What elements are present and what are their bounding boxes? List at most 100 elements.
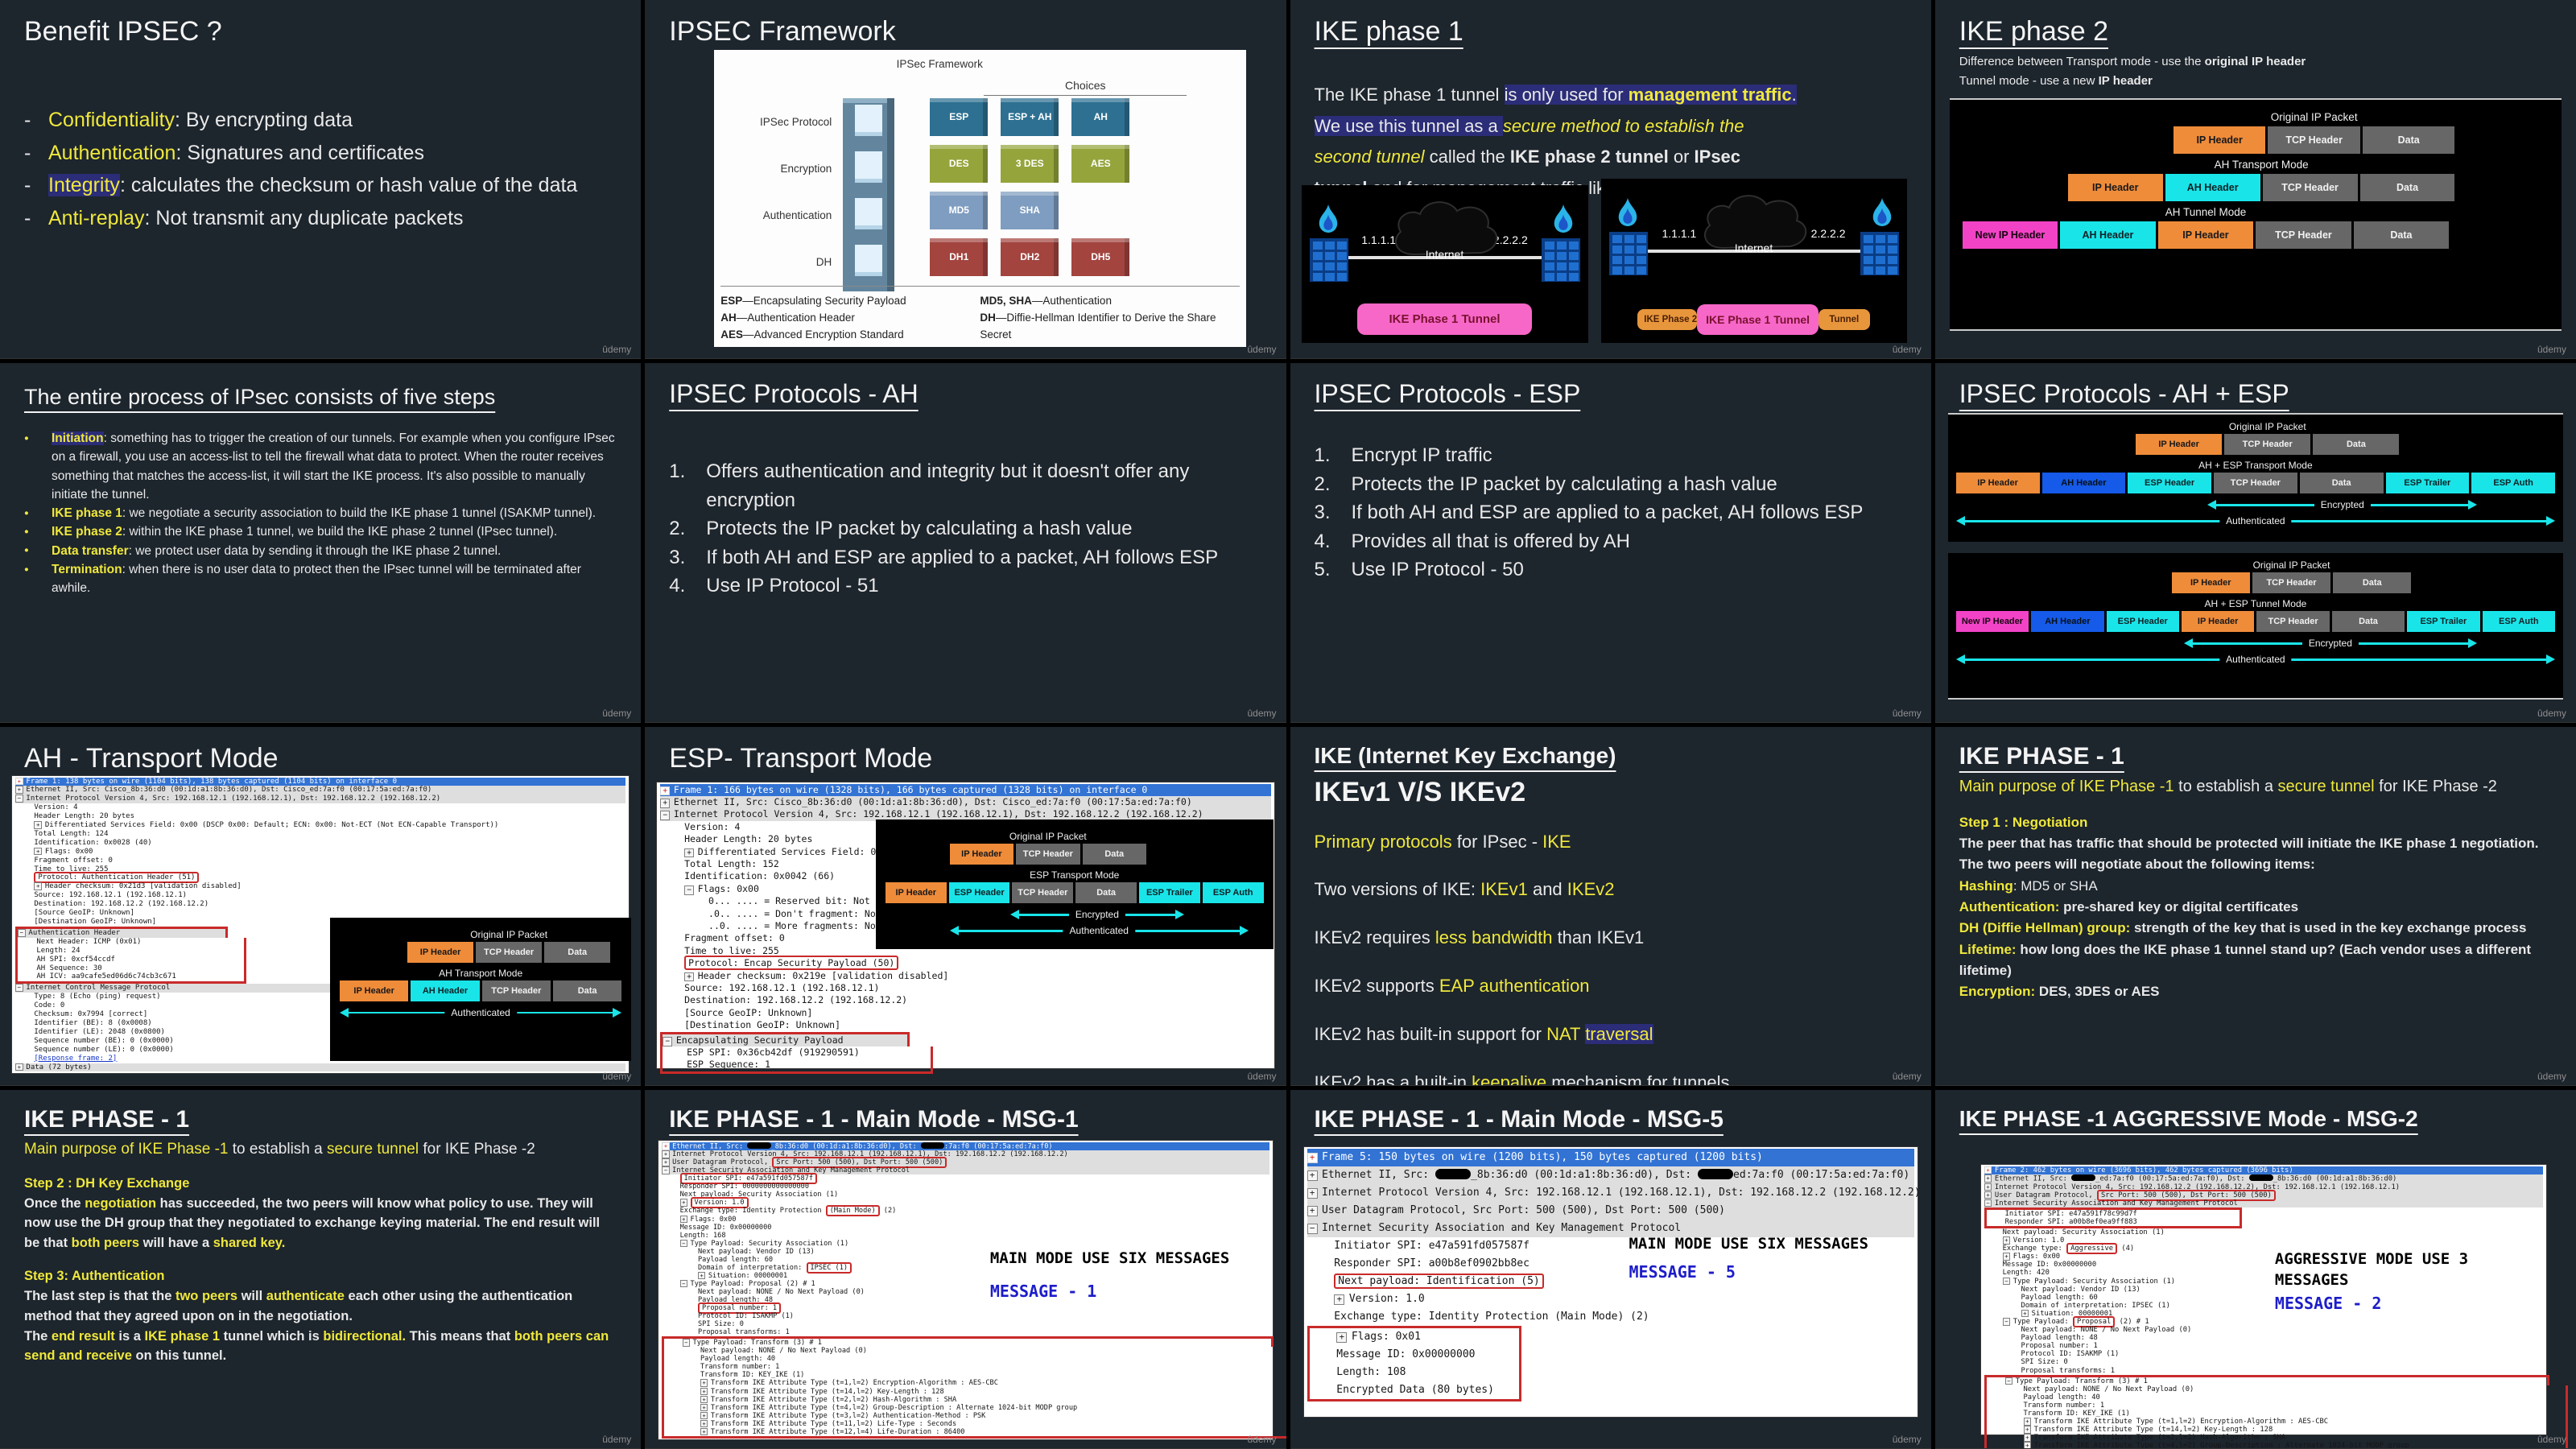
packet-row-label: Original IP Packet: [1009, 831, 1087, 843]
slide-main-mode-msg5[interactable]: IKE PHASE - 1 - Main Mode - MSG-5 MAIN M…: [1290, 1089, 1931, 1449]
packet-detail-row: + Ethernet II, Src: _8b:36:d0 (00:1d:a1:8…: [662, 1141, 1269, 1151]
packet-row-label: AH + ESP Tunnel Mode: [2204, 598, 2307, 610]
expand-icon: +: [697, 1271, 706, 1280]
packet-detail-row: + Header checksum: 0x21d3 [validation dis…: [15, 882, 625, 891]
packet-box: IP Header: [407, 941, 474, 963]
text-line: ● Data transfer: we protect user data by …: [24, 542, 617, 560]
packet-box: Data: [1075, 882, 1137, 904]
packet-box: Data: [552, 980, 622, 1001]
packet-detail-row: Next payload: Security Association (1): [679, 1191, 839, 1199]
packet-detail-row: Payload length: 48: [2021, 1334, 2098, 1343]
packet-box: ESP Trailer: [1139, 882, 1200, 904]
framework-tower: [843, 98, 895, 291]
list-marker: 4.: [669, 575, 686, 597]
packet-detail-row: + Frame 2: 462 bytes on wire (3696 bits),…: [1984, 1166, 2543, 1174]
collapse-icon: −: [1307, 1224, 1318, 1234]
message-label: MESSAGE - 1: [989, 1281, 1097, 1301]
packet-detail-row: Total Length: 124: [34, 829, 109, 838]
packet-detail-row: Identifier (BE): 8 (0x0008): [34, 1018, 152, 1027]
expand-icon: +: [2002, 1253, 2011, 1261]
packet-detail-row: − Type Payload: Security Association (1): [662, 1239, 1269, 1248]
packet-box: TCP Header: [1012, 882, 1074, 904]
redaction-blob: [2248, 1174, 2273, 1182]
text-line: Tunnel mode - use a new IP header: [1959, 74, 2153, 88]
slide-main-mode-msg1[interactable]: IKE PHASE - 1 - Main Mode - MSG-1 MAIN M…: [645, 1089, 1286, 1449]
text-line: ● IKE phase 2: within the IKE phase 1 tun…: [24, 522, 617, 541]
slide-title: IKE phase 2: [1959, 16, 2108, 47]
slide-ike-phase-1-intro[interactable]: IKE phase 1 The IKE phase 1 tunnel is on…: [1290, 0, 1931, 360]
slide-title: AH - Transport Mode: [24, 742, 279, 774]
wireshark-capture: AGGRESSIVE MODE USE 3 MESSAGES MESSAGE -…: [1979, 1163, 2568, 1448]
slide-benefit-ipsec[interactable]: Benefit IPSEC ? - Confidentiality: By enc…: [0, 0, 642, 360]
slide-ipsec-framework[interactable]: IPSEC Framework IPSec Framework Choices …: [645, 0, 1286, 360]
slide-ipsec-protocols-ah[interactable]: IPSEC Protocols - AH 1. Offers authentica…: [645, 363, 1286, 723]
text-line: We use this tunnel as a secure method to…: [1314, 115, 1744, 136]
packet-detail-row: Identification: 0x0028 (40): [34, 838, 152, 847]
packet-detail-row: Domain of interpretation: IPSEC (1): [2021, 1301, 2170, 1310]
packet-detail-row: Next Header: ICMP (0x01): [15, 937, 247, 947]
packet-detail-row: Total Length: 152: [684, 857, 779, 869]
expand-icon: +: [684, 848, 695, 858]
packet-detail-row: Message ID: 0x00000000: [1307, 1345, 1521, 1364]
packet-box: ESP Auth: [2471, 473, 2555, 494]
packet-detail-row: ESP SPI: 0x36cb42df (919290591): [660, 1046, 934, 1059]
slide-ipsec-five-steps[interactable]: The entire process of IPsec consists of …: [0, 363, 642, 723]
list-marker: 2.: [1314, 473, 1331, 495]
arrow-label: Encrypted: [2314, 498, 2371, 512]
slide-esp-transport-capture[interactable]: ESP- Transport Mode + Frame 1: 166 bytes …: [645, 726, 1286, 1086]
collapse-icon: −: [662, 1166, 670, 1174]
slide-title: IKE phase 1: [1314, 16, 1463, 47]
list-marker: -: [24, 206, 31, 229]
framework-row-labels: IPSec Protocol Encryption Authentication DH: [714, 98, 843, 291]
text-line: [24, 1160, 617, 1174]
packet-detail-row: Length: 24: [15, 946, 247, 956]
text-line: DH (Diffie Hellman) group: strength of t…: [1959, 920, 2527, 936]
packet-detail-row: AH Sequence: 30: [15, 964, 247, 973]
slide-ike-phase1-step1[interactable]: IKE PHASE - 1 Main purpose of IKE Phase …: [1934, 726, 2576, 1086]
redaction-blob: [1697, 1169, 1734, 1179]
text-line: Step 2 : DH Key Exchange: [24, 1175, 190, 1191]
packet-detail-row: + Flags: 0x00: [1984, 1253, 2543, 1261]
slide-ipsec-protocols-ah-esp[interactable]: IPSEC Protocols - AH + ESP Original IP P…: [1934, 363, 2576, 723]
expand-icon: +: [2023, 1426, 2032, 1434]
expand-icon: +: [662, 1150, 670, 1158]
list-marker: 4.: [1314, 530, 1331, 552]
expand-icon: +: [1334, 1294, 1345, 1305]
expand-icon: +: [679, 1199, 687, 1207]
slide-title: IKE PHASE - 1: [24, 1105, 190, 1133]
slide-aggressive-mode-msg2[interactable]: IKE PHASE -1 AGGRESSIVE Mode - MSG-2 AGG…: [1934, 1089, 2576, 1449]
packet-detail-row: Initiator SPI: e47a591f78c99d7f: [1984, 1207, 2243, 1218]
packet-detail-row: + Frame 1: 138 bytes on wire (1104 bits),…: [15, 777, 626, 786]
text-line: 3. If both AH and ESP are applied to a pa…: [1315, 498, 1907, 527]
tunnel-diagram-2: 1.1.1.1 2.2.2.2 Internet IKE Phase 2 IKE…: [1600, 179, 1907, 343]
packet-detail-row: Next payload: NONE / No Next Payload (0): [2021, 1326, 2192, 1335]
packet-detail-row: Payload length: 60: [2021, 1293, 2098, 1302]
ah-numbered-list: 1. Offers authentication and integrity bu…: [669, 457, 1261, 601]
slide-ah-transport-capture[interactable]: AH - Transport Mode + Frame 1: 138 bytes …: [0, 726, 642, 1086]
slide-ikev1-vs-ikev2[interactable]: IKE (Internet Key Exchange) IKEv1 V/S IK…: [1290, 726, 1931, 1086]
list-marker: ●: [24, 527, 29, 537]
expand-icon: +: [15, 1063, 23, 1071]
text-line: [24, 1253, 617, 1267]
slide-ipsec-protocols-esp[interactable]: IPSEC Protocols - ESP 1. Encrypt IP traff…: [1290, 363, 1931, 723]
benefit-bullet-list: - Confidentiality: By encrypting data - Aut…: [24, 104, 617, 234]
packet-detail-row: − Internet Protocol Version 4, Src: 192.1…: [15, 795, 626, 804]
slide-ike-phase1-steps23[interactable]: IKE PHASE - 1 Main purpose of IKE Phase …: [0, 1089, 642, 1449]
list-marker: -: [24, 174, 31, 196]
udemy-watermark: ûdemy: [1892, 1434, 1922, 1445]
packet-detail-row: + Flags: 0x00: [15, 847, 625, 857]
udemy-watermark: ûdemy: [602, 1434, 632, 1445]
text-line: - Confidentiality: By encrypting data: [24, 104, 617, 137]
slide-ike-phase-2[interactable]: IKE phase 2 Difference between Transport…: [1934, 0, 2576, 360]
packet-detail-row: − Internet Security Association and Key M…: [662, 1166, 1269, 1175]
text-line: 1. Encrypt IP traffic: [1315, 441, 1907, 470]
packet-detail-row: + Internet Protocol Version 4, Src: 192.1…: [1984, 1183, 2543, 1191]
packet-detail-row: − Internet Control Message Protocol: [15, 984, 626, 993]
packet-detail-row: + Frame 1: 166 bytes on wire (1328 bits),…: [660, 783, 1271, 796]
packet-row: Original IP Packet IP Header TCP Header Dat…: [2171, 559, 2412, 594]
packet-box: IP Header: [2173, 126, 2266, 154]
udemy-watermark: ûdemy: [602, 707, 632, 719]
slide-subtitle: IKEv1 V/S IKEv2: [1314, 776, 1526, 807]
framework-row-label: IPSec Protocol: [759, 115, 832, 128]
packet-box: TCP Header: [476, 941, 543, 963]
